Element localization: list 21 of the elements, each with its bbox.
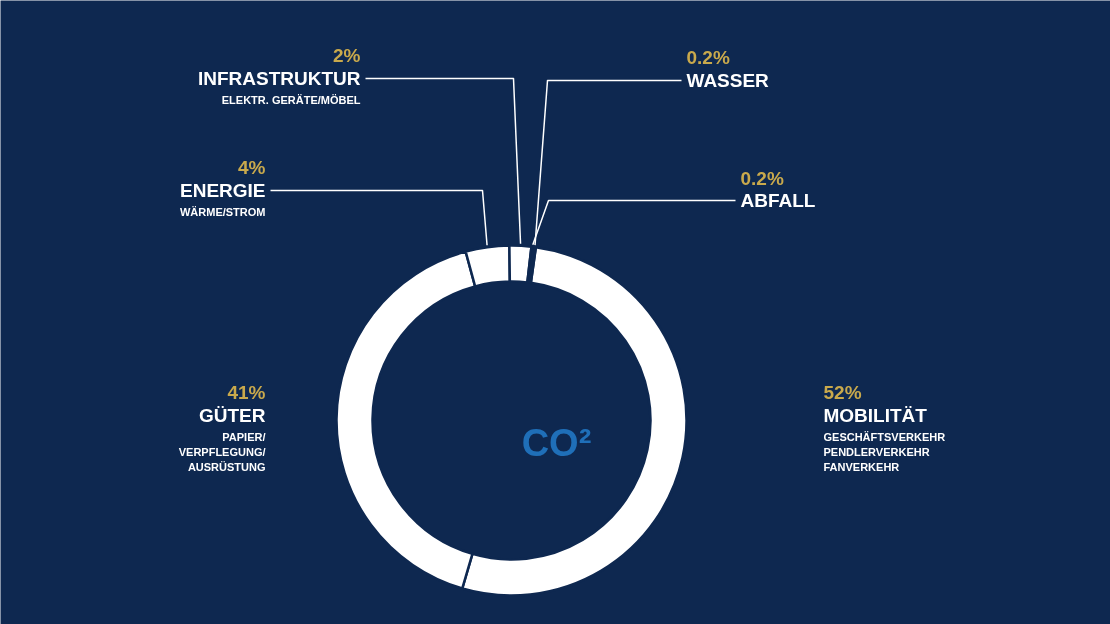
slice-label: WASSER: [686, 70, 770, 91]
slice-label: GÜTER: [199, 405, 266, 426]
data-label: 41%: [227, 382, 266, 403]
data-label: 0.2%: [740, 168, 784, 189]
slice-label: ABFALL: [740, 190, 816, 211]
slice-label: ENERGIE: [179, 180, 266, 201]
data-label: 0.2%: [686, 47, 730, 68]
text: AUSRÜSTUNG: [187, 460, 266, 473]
text: ELEKTR. GERÄTE/MÖBEL: [221, 93, 361, 106]
text: FANVERKEHR: [823, 460, 900, 473]
slice-label: MOBILITÄT: [823, 405, 928, 426]
data-label: 4%: [238, 157, 266, 178]
text: VERPFLEGUNG/: [178, 445, 266, 458]
text: WÄRME/STROM: [179, 205, 266, 218]
text: GESCHÄFTSVERKEHR: [823, 430, 946, 443]
text: PENDLERVERKEHR: [823, 445, 930, 458]
text: CO²: [521, 421, 592, 464]
data-label: 52%: [823, 382, 862, 403]
slice-label: INFRASTRUKTUR: [197, 68, 361, 89]
data-label: 2%: [333, 45, 361, 66]
text: PAPIER/: [222, 430, 266, 443]
